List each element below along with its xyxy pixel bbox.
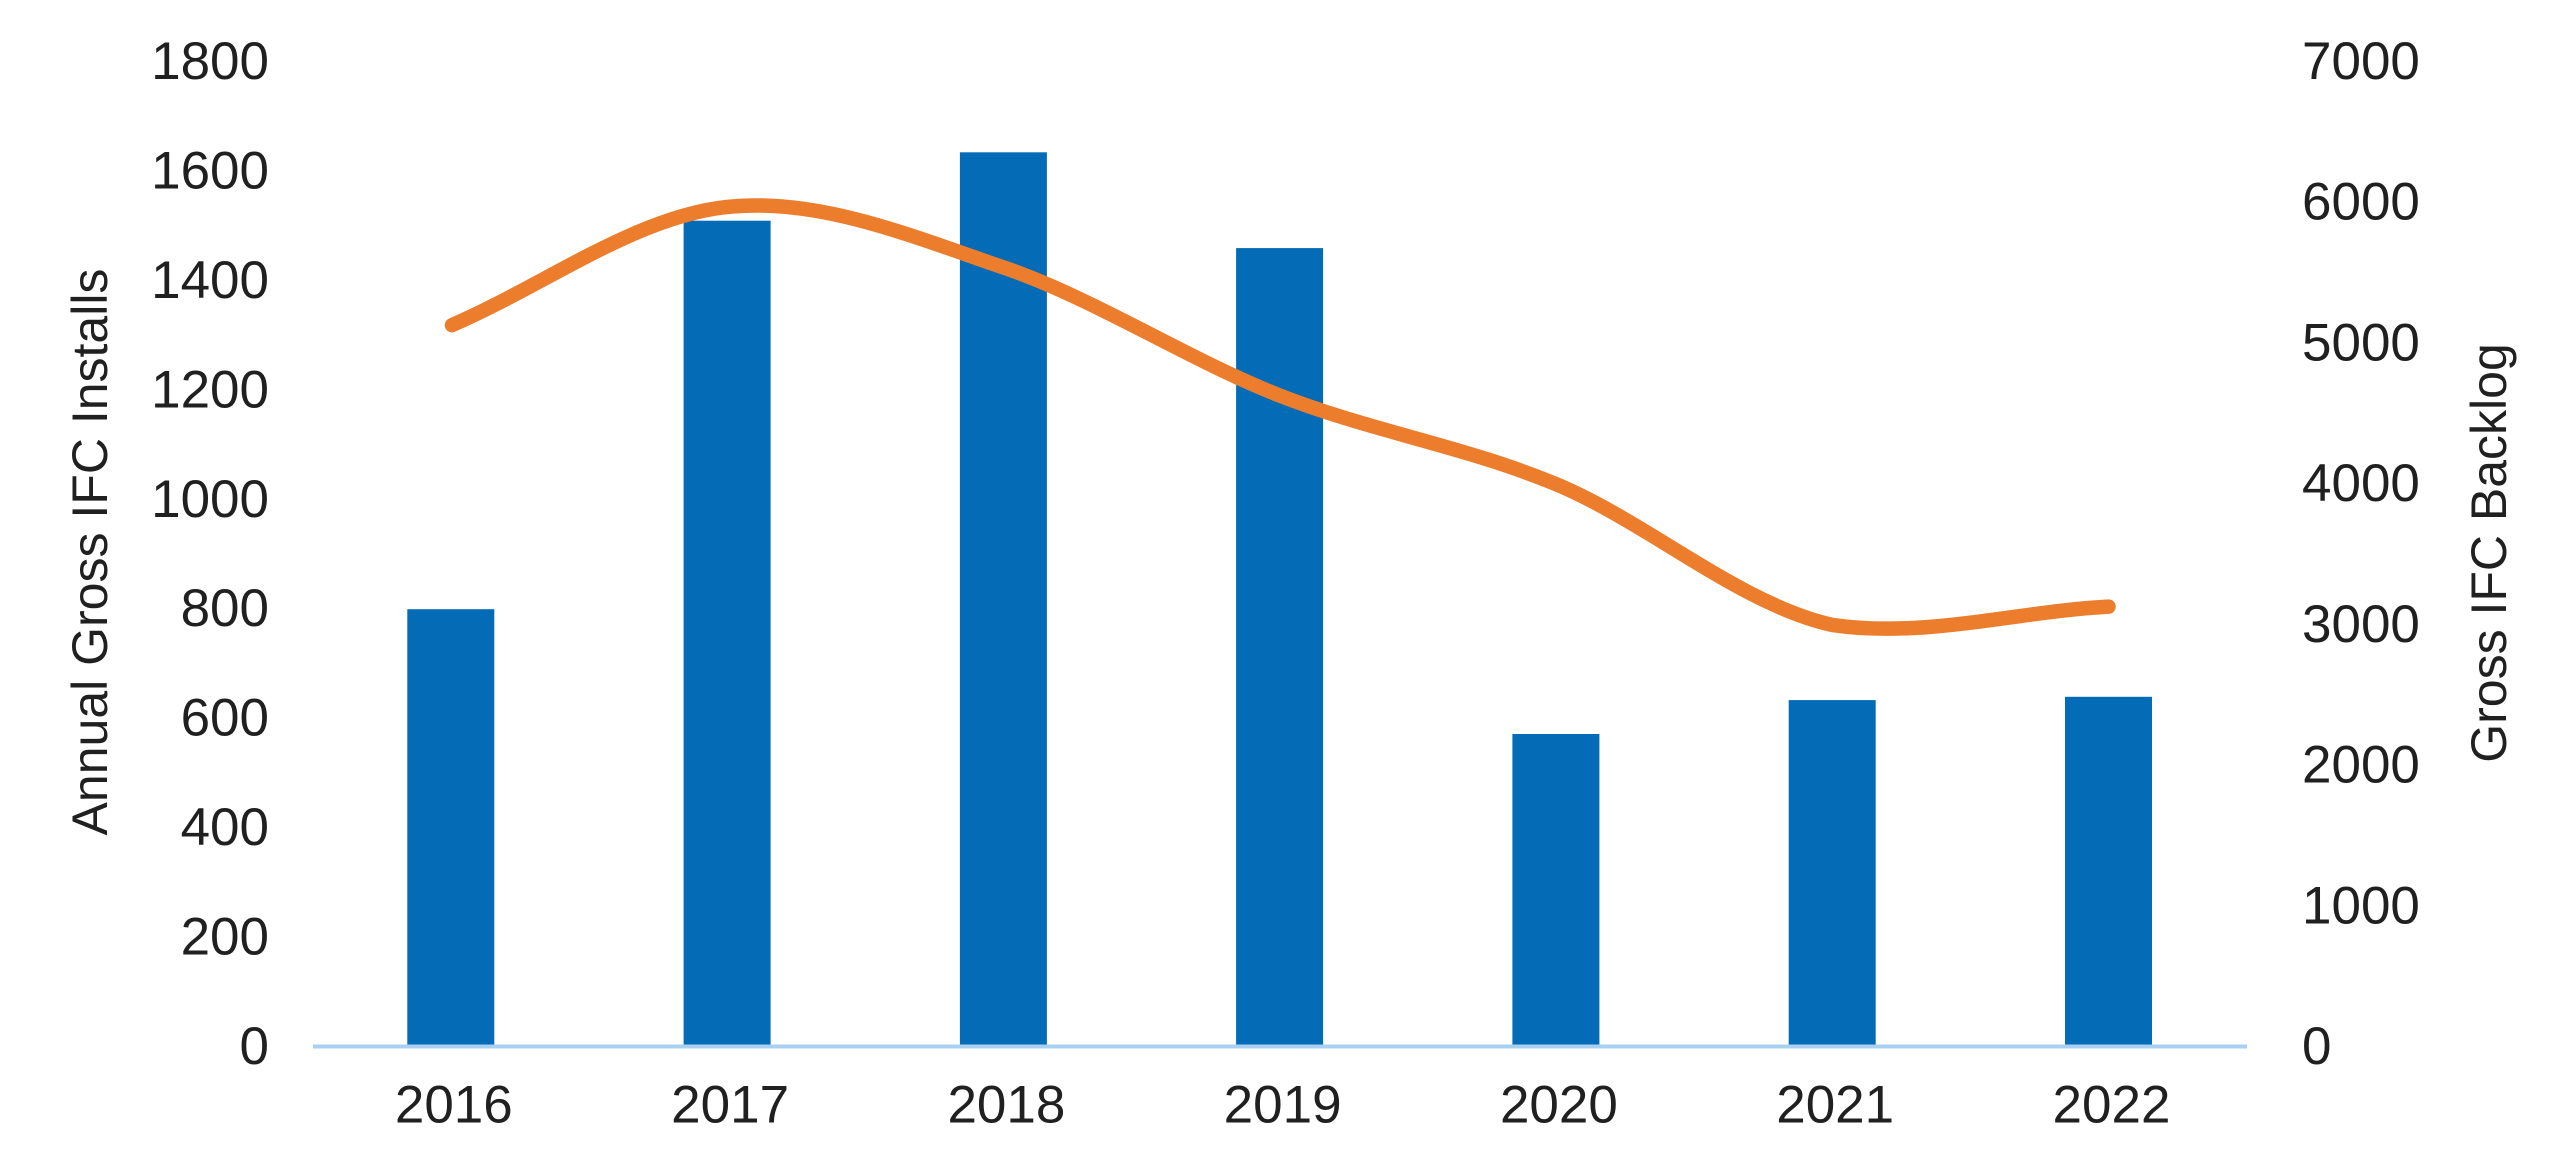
svg-text:1600: 1600 [151,141,269,200]
svg-text:4000: 4000 [2302,454,2420,513]
svg-text:800: 800 [181,579,269,638]
svg-text:600: 600 [181,689,269,748]
svg-text:0: 0 [2302,1017,2331,1076]
svg-text:200: 200 [181,908,269,967]
svg-text:Annual Gross IFC Installs: Annual Gross IFC Installs [62,269,118,836]
svg-text:1400: 1400 [151,251,269,310]
svg-text:0: 0 [240,1017,269,1076]
svg-text:2019: 2019 [1224,1076,1342,1135]
svg-text:6000: 6000 [2302,173,2420,232]
svg-text:1000: 1000 [2302,876,2420,935]
svg-text:2021: 2021 [1776,1076,1894,1135]
svg-text:2017: 2017 [671,1076,789,1135]
svg-text:3000: 3000 [2302,595,2420,654]
svg-text:Gross IFC Backlog: Gross IFC Backlog [2461,343,2517,763]
svg-text:2018: 2018 [947,1076,1065,1135]
svg-text:5000: 5000 [2302,313,2420,372]
svg-text:7000: 7000 [2302,32,2420,91]
svg-text:2022: 2022 [2053,1076,2171,1135]
svg-text:2020: 2020 [1500,1076,1618,1135]
svg-text:400: 400 [181,798,269,857]
svg-text:2000: 2000 [2302,736,2420,795]
svg-text:1800: 1800 [151,32,269,91]
svg-text:1000: 1000 [151,470,269,529]
svg-text:2016: 2016 [395,1076,513,1135]
svg-text:1200: 1200 [151,360,269,419]
